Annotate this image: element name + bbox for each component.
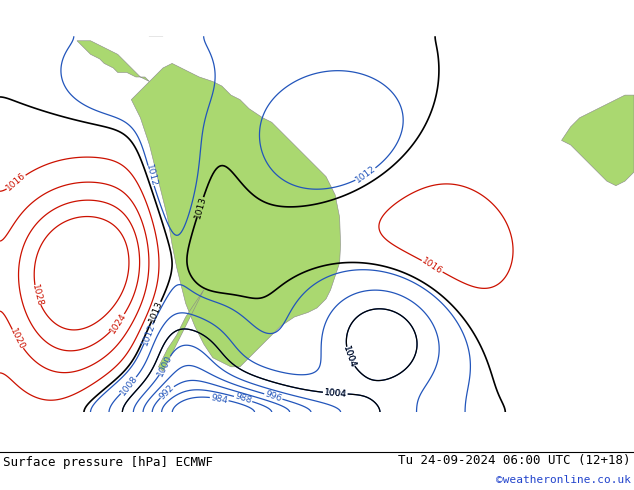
Text: 1004: 1004 bbox=[323, 388, 347, 399]
Polygon shape bbox=[77, 41, 150, 81]
Text: 1012: 1012 bbox=[144, 164, 158, 188]
Text: 1000: 1000 bbox=[156, 353, 174, 378]
Text: 1012: 1012 bbox=[140, 322, 157, 346]
Polygon shape bbox=[150, 29, 163, 36]
Text: 988: 988 bbox=[233, 392, 253, 406]
Text: 1024: 1024 bbox=[108, 311, 128, 335]
Polygon shape bbox=[562, 95, 634, 186]
Text: 1013: 1013 bbox=[193, 195, 207, 220]
Text: 1012: 1012 bbox=[354, 164, 378, 185]
Text: 984: 984 bbox=[210, 392, 229, 405]
Text: 1020: 1020 bbox=[8, 327, 27, 351]
Polygon shape bbox=[127, 9, 163, 18]
Text: 1004: 1004 bbox=[323, 388, 347, 399]
Text: Tu 24-09-2024 06:00 UTC (12+18): Tu 24-09-2024 06:00 UTC (12+18) bbox=[398, 454, 631, 466]
Polygon shape bbox=[158, 290, 204, 371]
Text: 1028: 1028 bbox=[30, 283, 44, 307]
Text: 1013: 1013 bbox=[148, 299, 165, 324]
Text: ©weatheronline.co.uk: ©weatheronline.co.uk bbox=[496, 475, 631, 485]
Polygon shape bbox=[131, 63, 340, 367]
Text: Surface pressure [hPa] ECMWF: Surface pressure [hPa] ECMWF bbox=[3, 456, 213, 469]
Text: 1016: 1016 bbox=[420, 256, 444, 276]
Text: 1008: 1008 bbox=[118, 373, 139, 397]
Text: 992: 992 bbox=[158, 383, 176, 401]
Polygon shape bbox=[172, 23, 190, 32]
Text: 1016: 1016 bbox=[4, 171, 28, 193]
Text: 1004: 1004 bbox=[342, 344, 358, 369]
Text: 1004: 1004 bbox=[342, 344, 358, 369]
Text: 996: 996 bbox=[264, 390, 283, 404]
